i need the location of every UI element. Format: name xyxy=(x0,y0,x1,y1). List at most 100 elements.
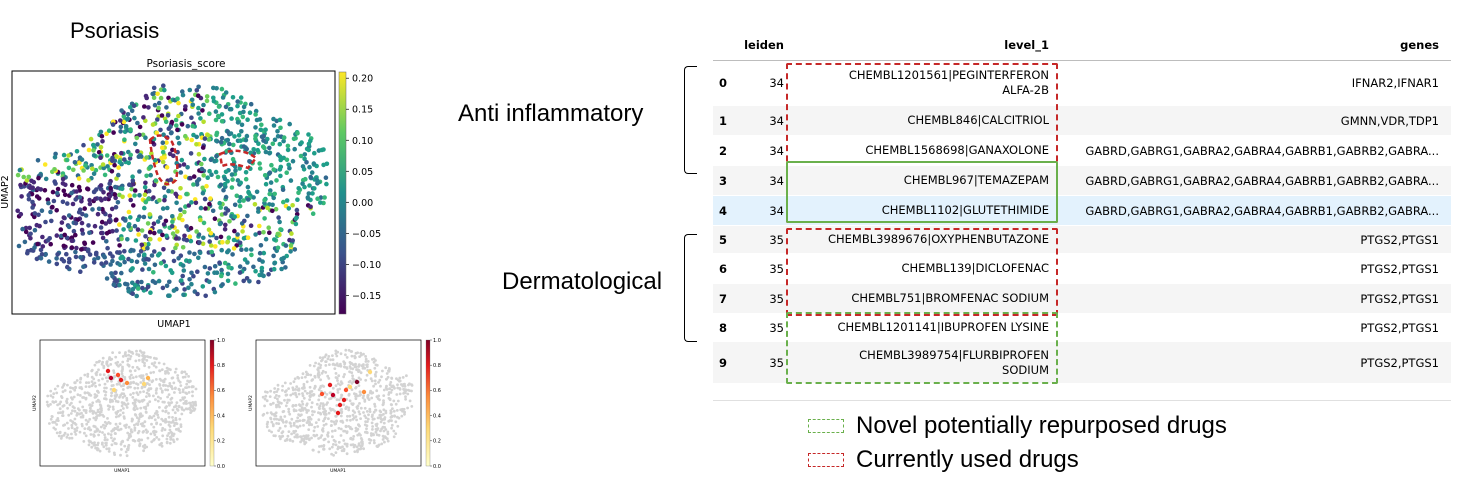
umap-small-point xyxy=(78,412,81,416)
umap-main-point xyxy=(118,124,124,130)
legend-novel-label: Novel potentially repurposed drugs xyxy=(856,412,1227,439)
umap-small-point xyxy=(115,382,119,386)
umap-main-point xyxy=(184,237,190,243)
umap-main-point xyxy=(270,202,275,208)
umap-small-point xyxy=(340,410,344,414)
umap-main-point xyxy=(230,95,236,100)
umap-main-point xyxy=(281,135,287,140)
umap-small-point xyxy=(79,376,83,380)
umap-small-point xyxy=(393,386,396,390)
umap-main-point xyxy=(174,200,179,206)
umap-main-point xyxy=(126,160,131,166)
umap-main-point xyxy=(130,286,136,292)
umap-small-point xyxy=(318,386,322,390)
umap-small-point xyxy=(150,380,154,384)
row-leiden: 34 xyxy=(769,113,784,128)
umap-small-point xyxy=(392,399,396,403)
umap-main-point xyxy=(271,266,277,272)
umap-main-point xyxy=(238,95,244,100)
umap-main-point xyxy=(257,250,263,256)
umap-small-point xyxy=(320,434,324,437)
umap-main-point xyxy=(108,185,113,191)
umap-main-point xyxy=(148,236,153,242)
umap-main-point xyxy=(75,217,80,222)
umap-small-point xyxy=(70,423,74,427)
umap-main-point xyxy=(183,104,188,109)
umap-main-point xyxy=(122,248,127,254)
umap-small-point xyxy=(316,372,320,375)
umap-small-highlight-point xyxy=(118,377,124,383)
umap-main-point xyxy=(45,238,51,243)
umap-small-point xyxy=(79,415,83,419)
umap-small-point xyxy=(335,420,338,423)
umap-main-point xyxy=(140,285,145,291)
umap-small-point xyxy=(276,397,279,401)
umap-main-point xyxy=(128,152,133,158)
umap-small-point xyxy=(129,393,132,396)
umap-small-point xyxy=(278,426,282,430)
umap-main-point xyxy=(263,149,269,155)
umap-main-point xyxy=(61,258,67,264)
umap-main-point xyxy=(262,145,267,151)
umap-small-point xyxy=(96,441,100,445)
umap-main-point xyxy=(60,199,66,205)
umap-main-point xyxy=(267,191,273,197)
umap-main-point xyxy=(94,187,99,192)
umap-main-cbar-label: 0.20 xyxy=(352,74,373,85)
umap-main-point xyxy=(77,160,82,165)
umap-main-point xyxy=(261,230,266,235)
umap-main-point xyxy=(137,132,142,138)
umap-main-point xyxy=(129,267,134,272)
umap-main-point xyxy=(54,190,60,196)
umap-main-point xyxy=(256,279,261,285)
umap-small-point xyxy=(153,418,157,422)
umap-main-point xyxy=(170,219,175,225)
umap-small-point xyxy=(65,397,69,401)
umap-small-point xyxy=(334,440,337,443)
umap-small-point xyxy=(347,425,351,428)
umap-small-point xyxy=(396,415,399,419)
umap-main-point xyxy=(99,261,104,266)
umap-main-point xyxy=(157,229,162,234)
umap-main-point xyxy=(142,261,148,266)
umap-main-point xyxy=(150,278,156,284)
umap-small-point xyxy=(165,405,169,408)
umap-small-point xyxy=(96,428,100,432)
umap-main-point xyxy=(237,240,243,246)
umap-small-point xyxy=(302,384,306,388)
umap-main-cbar-label: −0.15 xyxy=(352,291,381,302)
umap-main-point xyxy=(249,252,254,258)
umap-small-point xyxy=(320,359,323,363)
umap-main-point xyxy=(66,213,72,218)
umap-small-point xyxy=(142,377,145,380)
umap-main-point xyxy=(198,116,203,121)
umap-main-point xyxy=(163,263,169,269)
umap-main-point xyxy=(127,182,132,187)
umap-small-point xyxy=(296,419,300,423)
umap-small-point xyxy=(163,428,167,432)
umap-small-point xyxy=(275,390,279,393)
umap-small-point xyxy=(166,434,169,437)
umap-small-point xyxy=(179,423,183,427)
umap-small-point xyxy=(321,407,325,410)
umap-main-point xyxy=(277,167,283,172)
umap-small-point xyxy=(106,379,109,383)
umap-main-point xyxy=(219,267,224,273)
umap-main-point xyxy=(127,156,133,161)
umap-main-point xyxy=(245,117,250,122)
umap-small-point xyxy=(147,389,150,392)
umap-main-point xyxy=(69,182,75,188)
umap-small-point xyxy=(318,445,321,448)
umap-small-point xyxy=(174,428,178,431)
umap-small-point xyxy=(402,407,406,411)
umap-main-point xyxy=(136,253,142,258)
umap-main-point xyxy=(120,194,125,200)
umap-small-point xyxy=(331,358,335,362)
umap-main-point xyxy=(54,208,59,213)
umap-small-point xyxy=(269,389,272,393)
umap-main-point xyxy=(98,183,104,188)
umap-main-point xyxy=(109,206,115,212)
umap-main-point xyxy=(169,223,175,229)
umap-small-point xyxy=(131,365,135,369)
umap-small-point xyxy=(137,429,141,433)
